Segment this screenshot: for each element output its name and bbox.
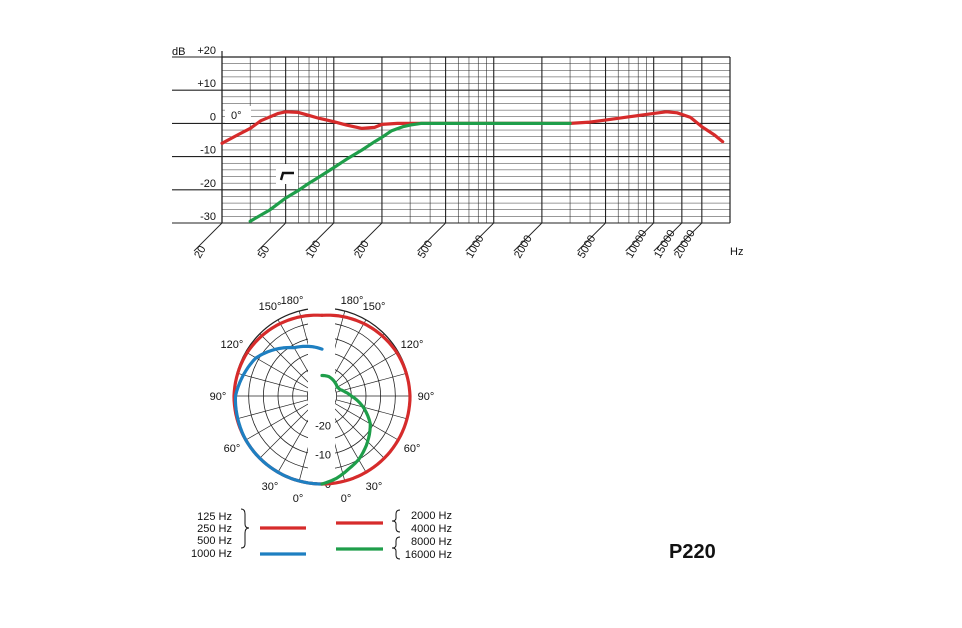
legend-label-16000: 16000 Hz bbox=[405, 549, 452, 561]
x-tick-guide bbox=[577, 222, 606, 252]
x-tick-label: 20 bbox=[192, 244, 209, 261]
polar-radial-label: -20 bbox=[315, 420, 331, 432]
polar-angle-label: 90° bbox=[210, 391, 227, 403]
polar-center-gap bbox=[308, 288, 335, 498]
polar-spoke bbox=[259, 406, 312, 459]
polar-right-series-0 bbox=[320, 313, 412, 486]
polar-spoke bbox=[259, 333, 312, 386]
polar-angle-label: 30° bbox=[366, 481, 383, 493]
x-tick-label: 10000 bbox=[624, 228, 650, 260]
polar-angle-label: 150° bbox=[363, 301, 386, 313]
polar-left-series-1 bbox=[233, 344, 324, 486]
y-axis-label: dB bbox=[172, 46, 185, 58]
x-tick-label: 200 bbox=[352, 239, 372, 261]
legend-label-2000: 2000 Hz bbox=[411, 510, 452, 522]
polar-spoke bbox=[245, 403, 310, 441]
polar-angle-label: 180° bbox=[281, 295, 304, 307]
polar-angle-label: 90° bbox=[418, 391, 435, 403]
x-tick-guide bbox=[305, 222, 335, 252]
y-tick-label: -30 bbox=[200, 211, 216, 223]
y-tick-label: +10 bbox=[197, 78, 216, 90]
annotation-box bbox=[225, 106, 251, 123]
x-tick-label: 2000 bbox=[512, 233, 535, 260]
x-tick-label: 500 bbox=[416, 239, 436, 261]
polar-spoke bbox=[336, 399, 408, 420]
frequency-series-0 bbox=[220, 110, 725, 145]
polar-series bbox=[232, 313, 412, 486]
x-tick-label: 20000 bbox=[672, 228, 698, 260]
legend-label-125: 125 Hz bbox=[197, 511, 232, 523]
polar-angle-label: 120° bbox=[221, 339, 244, 351]
frequency-response-chart: 20 50 100 200 500 1000 2000 5000 10000 1500020000… bbox=[172, 45, 743, 261]
legend-label-8000: 8000 Hz bbox=[411, 536, 452, 548]
legend-label-500: 500 Hz bbox=[197, 535, 232, 547]
x-tick-label: 5000 bbox=[576, 233, 599, 260]
x-tick-guide bbox=[353, 222, 383, 252]
polar-spoke bbox=[329, 408, 367, 473]
x-axis-label: Hz bbox=[730, 246, 743, 258]
legend-label-1000: 1000 Hz bbox=[191, 548, 232, 560]
x-tick-guide bbox=[257, 222, 286, 252]
y-tick-label: -10 bbox=[200, 145, 216, 157]
polar-angle-label: 0° bbox=[293, 493, 304, 505]
polar-angle-label: 120° bbox=[401, 339, 424, 351]
legend-right-brace-bottom bbox=[391, 536, 401, 560]
curve-annotation: 0° bbox=[231, 110, 242, 122]
high-pass-filter-icon bbox=[276, 164, 298, 184]
frequency-series-1 bbox=[248, 121, 572, 223]
x-tick-guide bbox=[513, 222, 543, 252]
x-tick-guide bbox=[193, 222, 223, 252]
polar-angle-labels: 180°150°120°90°60°30°0°180° 150°120°90°60… bbox=[210, 295, 435, 505]
polar-angle-label: 60° bbox=[224, 443, 241, 455]
polar-right-series-1 bbox=[320, 373, 372, 486]
polar-angle-label: 0° bbox=[341, 493, 352, 505]
polar-radial-label: -10 bbox=[315, 450, 331, 462]
polar-angle-label: 150° bbox=[259, 301, 282, 313]
polar-spoke bbox=[332, 406, 385, 459]
polar-spoke bbox=[334, 403, 399, 441]
x-tick-label: 1000 bbox=[464, 233, 487, 260]
y-tick-label: 0 bbox=[210, 111, 216, 123]
polar-spoke bbox=[329, 319, 367, 384]
x-tick-guide bbox=[673, 222, 703, 252]
polar-angle-label: 60° bbox=[404, 443, 421, 455]
polar-spoke bbox=[236, 372, 308, 393]
polar-spoke bbox=[332, 333, 385, 386]
x-tick-guide bbox=[625, 222, 655, 252]
y-tick-label: +20 bbox=[197, 45, 216, 57]
frequency-grid-major bbox=[172, 51, 731, 224]
frequency-series bbox=[220, 110, 725, 223]
polar-angle-label: 30° bbox=[262, 481, 279, 493]
legend: 125 Hz 250 Hz 500 Hz 1000 Hz 2000 Hz 400… bbox=[191, 508, 452, 561]
x-tick-label: 100 bbox=[304, 239, 324, 261]
legend-label-250: 250 Hz bbox=[197, 523, 232, 535]
y-tick-label: -20 bbox=[200, 178, 216, 190]
legend-left-brace bbox=[240, 508, 250, 549]
x-tick-guide bbox=[653, 222, 683, 252]
polar-angle-label: 180° bbox=[341, 295, 364, 307]
legend-right-brace-top bbox=[391, 509, 401, 533]
polar-right-half bbox=[321, 307, 411, 485]
polar-pattern-chart: 180°150°120°90°60°30°0°180° 150°120°90°60… bbox=[210, 288, 435, 505]
x-tick-guide bbox=[417, 222, 446, 252]
polar-spoke bbox=[236, 399, 308, 420]
x-tick-guide bbox=[465, 222, 495, 252]
polar-spoke bbox=[334, 351, 399, 389]
polar-spoke bbox=[336, 372, 408, 393]
x-tick-label: 50 bbox=[256, 244, 273, 261]
frequency-y-ticks: +20 +10 0 -10 -20 -30 bbox=[197, 45, 216, 223]
model-name: P220 bbox=[669, 541, 716, 563]
legend-label-4000: 4000 Hz bbox=[411, 523, 452, 535]
